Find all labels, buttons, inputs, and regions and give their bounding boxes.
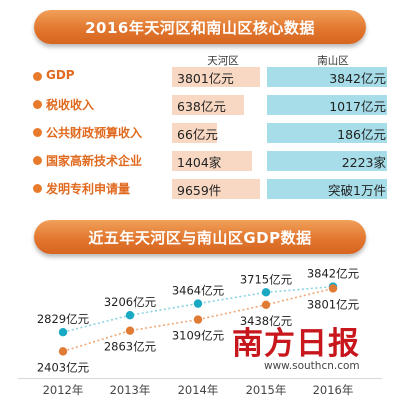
nanshan-value: 3842亿元 [329, 71, 386, 86]
bullet-dot-icon [33, 128, 42, 137]
nanshan-value: 2223家 [341, 155, 386, 170]
tianhe-data-point [261, 300, 271, 309]
nanshan-value: 突破1万件 [328, 183, 386, 198]
nanshan-value: 186亿元 [337, 127, 386, 142]
bullet-dot-icon [33, 184, 42, 193]
nanshan-value-bar [267, 151, 387, 171]
row-label: 公共财政预算收入 [46, 126, 143, 140]
row-label: GDP [46, 68, 75, 82]
nanshan-series-line [62, 285, 334, 333]
tianhe-data-label: 3438亿元 [240, 314, 293, 328]
nanshan-value-bar [267, 67, 387, 87]
core-data-banner: 2016年天河区和南山区核心数据 [34, 10, 366, 44]
tianhe-value: 638亿元 [177, 99, 226, 114]
nanshan-value-bar [267, 179, 387, 199]
nanshan-value-bar [267, 95, 387, 115]
row-label: 国家高新技术企业 [46, 154, 143, 168]
tianhe-value-bar [172, 151, 252, 171]
nanshan-data-point [125, 311, 135, 320]
tianhe-data-label: 3801亿元 [307, 297, 360, 311]
tianhe-value-bar [172, 67, 260, 87]
tianhe-data-point [125, 326, 135, 335]
x-tick-label: 2015年 [245, 383, 287, 397]
tianhe-data-label: 2863亿元 [104, 340, 157, 354]
tianhe-value-bar [172, 179, 260, 199]
bullet-dot-icon [33, 100, 42, 109]
bullet-dot-icon [33, 72, 42, 81]
row-label: 发明专利申请量 [46, 182, 131, 196]
nanshan-data-label: 3842亿元 [307, 267, 360, 281]
row-label: 税收收入 [46, 98, 95, 112]
nanshan-data-point [193, 299, 203, 308]
x-tick-label: 2012年 [42, 383, 84, 397]
core-data-row: 发明专利申请量 9659件 突破1万件 [0, 178, 400, 200]
tianhe-data-label: 3109亿元 [172, 329, 225, 343]
tianhe-series-line [62, 287, 334, 353]
newspaper-watermark: 南方日报 [232, 326, 360, 362]
tianhe-data-point [58, 347, 68, 356]
x-tick-label: 2014年 [177, 383, 219, 397]
x-axis-line [18, 378, 382, 379]
x-axis: 2012年 2013年 2014年 2015年 2016年 [0, 378, 400, 400]
nanshan-data-point [261, 288, 271, 297]
nanshan-data-label: 3464亿元 [172, 284, 225, 298]
tianhe-value: 3801亿元 [177, 71, 234, 86]
tianhe-value-bar [172, 123, 217, 143]
nanshan-data-point [58, 327, 68, 337]
gdp-line-chart: 2829亿元 3206亿元 3464亿元 3715亿元 3842亿元 2403亿元 2863… [37, 267, 360, 375]
tianhe-value-bar [172, 95, 244, 115]
nanshan-value: 1017亿元 [329, 99, 386, 114]
core-data-row: 公共财政预算收入 66亿元 186亿元 [0, 122, 400, 144]
nanshan-data-label: 2829亿元 [37, 312, 90, 326]
tianhe-value: 9659件 [177, 183, 222, 198]
tianhe-value: 1404家 [177, 155, 222, 170]
nanshan-column-header: 南山区 [317, 55, 349, 67]
core-data-row: 国家高新技术企业 1404家 2223家 [0, 150, 400, 172]
tianhe-value: 66亿元 [177, 127, 218, 142]
tianhe-data-point [328, 284, 338, 293]
tianhe-column-header: 天河区 [207, 55, 239, 67]
tianhe-data-label: 2403亿元 [37, 360, 90, 374]
core-data-row: GDP 3801亿元 3842亿元 [0, 66, 400, 88]
watermark-url: www.southcn.com [264, 360, 360, 372]
gdp-chart-banner: 近五年天河区与南山区GDP数据 [34, 220, 366, 254]
x-tick-label: 2016年 [312, 383, 354, 397]
core-data-row: 税收收入 638亿元 1017亿元 [0, 94, 400, 116]
nanshan-data-label: 3206亿元 [104, 295, 157, 309]
nanshan-data-label: 3715亿元 [240, 272, 293, 286]
bullet-dot-icon [33, 156, 42, 165]
x-tick-label: 2013年 [109, 383, 151, 397]
tianhe-data-point [193, 315, 203, 324]
nanshan-value-bar [267, 123, 387, 143]
